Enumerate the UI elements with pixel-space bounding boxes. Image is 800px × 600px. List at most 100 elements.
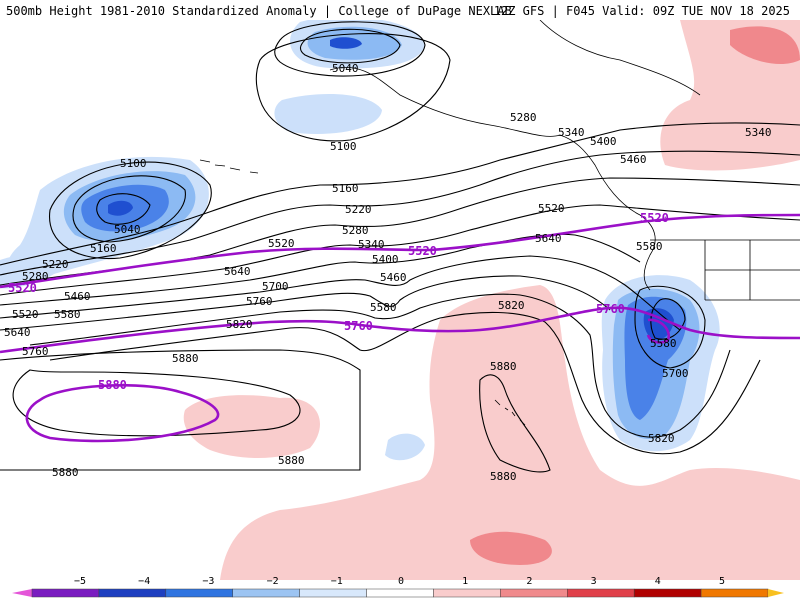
contour-line xyxy=(49,311,761,455)
model-valid-time: 12Z GFS | F045 Valid: 09Z TUE NOV 18 202… xyxy=(493,4,790,18)
colorbar-block xyxy=(567,588,635,598)
contour-label: 5880 xyxy=(172,352,199,365)
contour-label: 5820 xyxy=(498,299,525,312)
black-contour-labels: 5040 5100 5100 5160 5040 5160 5220 5280 … xyxy=(4,62,772,479)
anomaly-blue-light xyxy=(274,94,382,134)
contour-label: 5280 xyxy=(22,270,49,283)
contour-label: 5580 xyxy=(650,337,677,350)
contour-line xyxy=(72,175,186,243)
contour-label: 5220 xyxy=(345,203,372,216)
contour-label: 5280 xyxy=(342,224,369,237)
colorbar-block xyxy=(633,588,702,598)
colorbar-tick-labels: −5 −4 −3 −2 −1 0 1 2 3 4 5 xyxy=(74,576,725,587)
contour-line xyxy=(12,369,301,437)
contour-label: 5700 xyxy=(262,280,289,293)
aleutian-islands xyxy=(199,159,259,174)
colorbar-tick-label: −3 xyxy=(202,576,214,587)
purple-label: 5880 xyxy=(98,378,127,392)
contour-label: 5880 xyxy=(490,360,517,373)
purple-label: 5520 xyxy=(640,211,669,225)
contour-label: 5460 xyxy=(380,271,407,284)
contour-label: 5760 xyxy=(246,295,273,308)
purple-contour-5760 xyxy=(0,306,800,354)
contour-label: 5220 xyxy=(42,258,69,271)
contour-label: 5640 xyxy=(224,265,251,278)
contour-label: 5100 xyxy=(330,140,357,153)
contour-line xyxy=(299,28,401,64)
contour-label: 5340 xyxy=(745,126,772,139)
contour-line xyxy=(0,233,641,306)
anomaly-red-light xyxy=(730,26,800,65)
contour-line xyxy=(0,255,681,331)
colorbar-block xyxy=(500,588,568,598)
contour-label: 5880 xyxy=(52,466,79,479)
anomaly-red-mid xyxy=(470,531,552,565)
colorbar-block xyxy=(433,588,501,598)
purple-label: 5760 xyxy=(344,319,373,333)
colorbar-block xyxy=(31,588,100,598)
colorbar-tick-label: 3 xyxy=(591,576,597,587)
contour-label: 5580 xyxy=(370,301,397,314)
colorbar-tick-label: 5 xyxy=(719,576,725,587)
contour-line xyxy=(29,293,731,438)
colorbar-block xyxy=(165,588,233,598)
contour-label: 5700 xyxy=(662,367,689,380)
colorbar-extend-low xyxy=(12,589,32,597)
alaska-coastline xyxy=(329,66,656,291)
colorbar-tick-label: −2 xyxy=(267,576,279,587)
contour-label: 5340 xyxy=(558,126,585,139)
us-border xyxy=(650,239,800,301)
contour-label: 5160 xyxy=(332,182,359,195)
purple-label: 5520 xyxy=(8,281,37,295)
height-contours xyxy=(0,21,800,473)
contour-label: 5580 xyxy=(636,240,663,253)
colorbar-tick-label: −5 xyxy=(74,576,86,587)
contour-line xyxy=(0,275,611,331)
anomaly-red-light xyxy=(220,285,800,580)
black-contour-labels-extra: 5880 xyxy=(490,470,517,483)
purple-contours xyxy=(0,213,800,443)
contour-label: 5400 xyxy=(372,253,399,266)
contour-line xyxy=(274,21,426,77)
colorbar-extend-high xyxy=(768,589,784,597)
contour-label: 5160 xyxy=(90,242,117,255)
colorbar-tick-label: 0 xyxy=(398,576,404,587)
header-bar: 500mb Height 1981-2010 Standardized Anom… xyxy=(0,0,800,20)
colorbar-block xyxy=(232,588,300,598)
purple-label: 5760 xyxy=(596,302,625,316)
contour-label: 5280 xyxy=(510,111,537,124)
map-title: 500mb Height 1981-2010 Standardized Anom… xyxy=(6,4,512,18)
contour-line xyxy=(650,298,686,340)
contour-label: 5640 xyxy=(4,326,31,339)
contour-label: 5760 xyxy=(22,345,49,358)
contour-label: 5520 xyxy=(538,202,565,215)
anomaly-blue-deep xyxy=(108,200,133,216)
colorbar-tick-label: −4 xyxy=(138,576,150,587)
contour-line xyxy=(0,204,800,296)
purple-label: 5520 xyxy=(408,244,437,258)
contour-label: 5040 xyxy=(114,223,141,236)
colorbar-block xyxy=(366,588,434,598)
colorbar-tick-label: 2 xyxy=(526,576,532,587)
colorbar-blocks xyxy=(12,588,784,598)
colorbar-tick-label: 4 xyxy=(655,576,661,587)
colorbar-block xyxy=(98,588,167,598)
contour-line xyxy=(0,122,800,266)
contour-label: 5880 xyxy=(490,470,517,483)
purple-contour-labels: 5520 5520 5520 5760 5760 5880 xyxy=(8,211,669,392)
anomaly-blue-light xyxy=(385,433,425,461)
contour-label: 5400 xyxy=(590,135,617,148)
anomaly-blue-light xyxy=(0,254,60,289)
contour-label: 5820 xyxy=(226,318,253,331)
colorbar-tick-label: −1 xyxy=(331,576,343,587)
contour-label: 5580 xyxy=(54,308,81,321)
purple-contour-5520 xyxy=(0,213,800,289)
contour-label: 5640 xyxy=(535,232,562,245)
contour-line xyxy=(96,193,151,225)
anomaly-blue-deep xyxy=(330,37,362,49)
hawaii-islands xyxy=(494,399,526,426)
contour-label: 5340 xyxy=(358,238,385,251)
contour-label: 5460 xyxy=(620,153,647,166)
contour-line xyxy=(479,374,551,473)
